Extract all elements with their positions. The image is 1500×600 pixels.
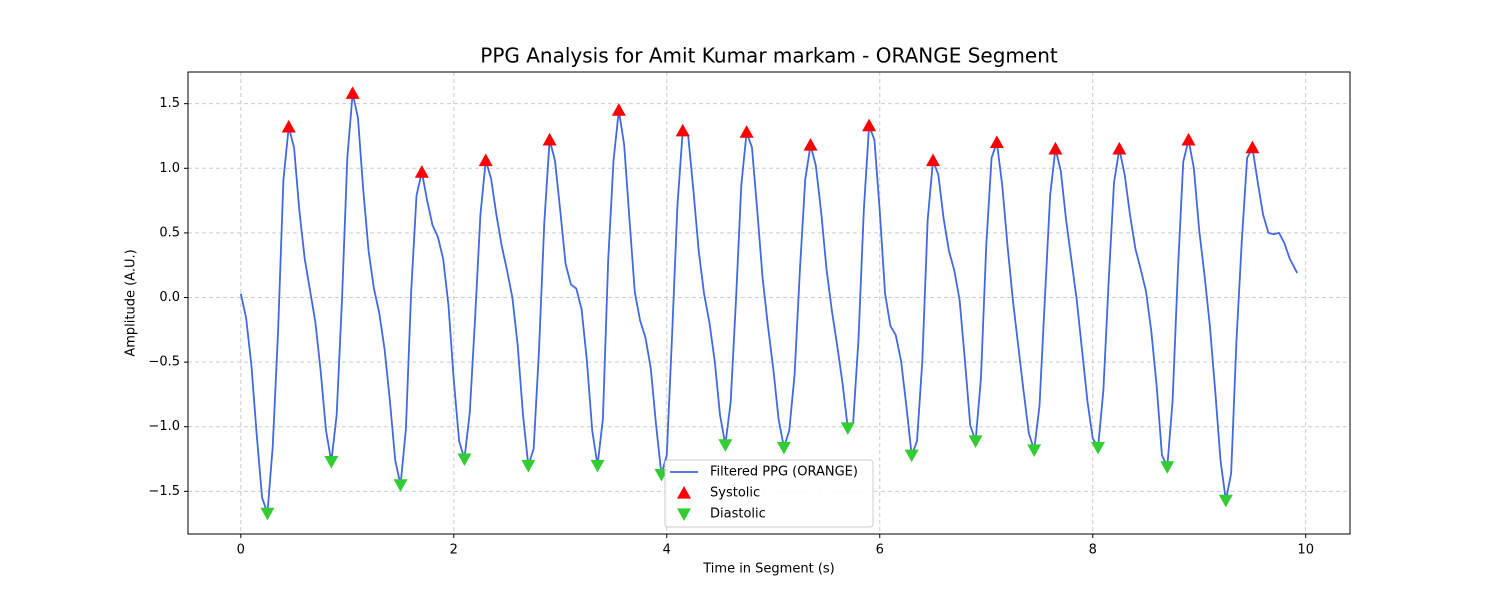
marker (1048, 141, 1063, 155)
marker (1181, 132, 1196, 146)
x-tick-label: 4 (663, 543, 671, 558)
marker (1160, 461, 1175, 474)
legend-label: Diastolic (710, 507, 766, 522)
marker (1218, 494, 1233, 508)
marker (776, 441, 791, 455)
marker (324, 456, 339, 469)
marker (457, 453, 472, 467)
y-tick-label: 1.0 (159, 161, 180, 176)
marker (1245, 140, 1260, 154)
y-tick-label: 0.5 (159, 225, 180, 240)
x-tick-label: 8 (1089, 543, 1097, 558)
marker (675, 123, 690, 137)
y-tick-label: −0.5 (148, 355, 180, 370)
marker (862, 118, 877, 132)
legend-box (664, 459, 874, 528)
y-axis-label: Amplitude (A.U.) (124, 249, 139, 356)
legend-label: Systolic (710, 486, 760, 501)
y-tick-label: −1.5 (148, 484, 180, 499)
y-tick-label: 1.5 (159, 96, 180, 111)
y-tick-label: −1.0 (148, 419, 180, 434)
marker (803, 138, 818, 151)
marker (521, 459, 536, 473)
marker (414, 165, 429, 178)
marker (542, 132, 557, 146)
marker (1112, 141, 1127, 155)
marker (1027, 444, 1042, 457)
x-tick-label: 2 (450, 543, 458, 558)
marker (345, 86, 360, 99)
marker (904, 449, 919, 463)
y-tick-label: 0.0 (159, 290, 180, 305)
x-tick-label: 10 (1297, 543, 1314, 558)
ppg-line (239, 92, 1298, 515)
marker (393, 479, 408, 492)
x-tick-label: 0 (237, 543, 245, 558)
chart-title: PPG Analysis for Amit Kumar markam - ORA… (480, 44, 1058, 68)
legend-marker (677, 486, 691, 499)
legend-marker (677, 508, 691, 521)
marker (718, 439, 733, 452)
legend-label: Filtered PPG (ORANGE) (710, 465, 858, 480)
marker (590, 459, 605, 473)
x-tick-label: 6 (876, 543, 884, 558)
marker (1091, 441, 1106, 455)
plot-frame (187, 71, 1351, 535)
marker (989, 135, 1004, 149)
marker (260, 507, 275, 521)
marker (840, 422, 855, 436)
marker (281, 119, 296, 133)
marker (478, 153, 493, 167)
marker (925, 153, 940, 167)
marker (611, 103, 626, 116)
marker (968, 435, 983, 448)
x-axis-label: Time in Segment (s) (702, 562, 834, 577)
marker (739, 125, 754, 138)
